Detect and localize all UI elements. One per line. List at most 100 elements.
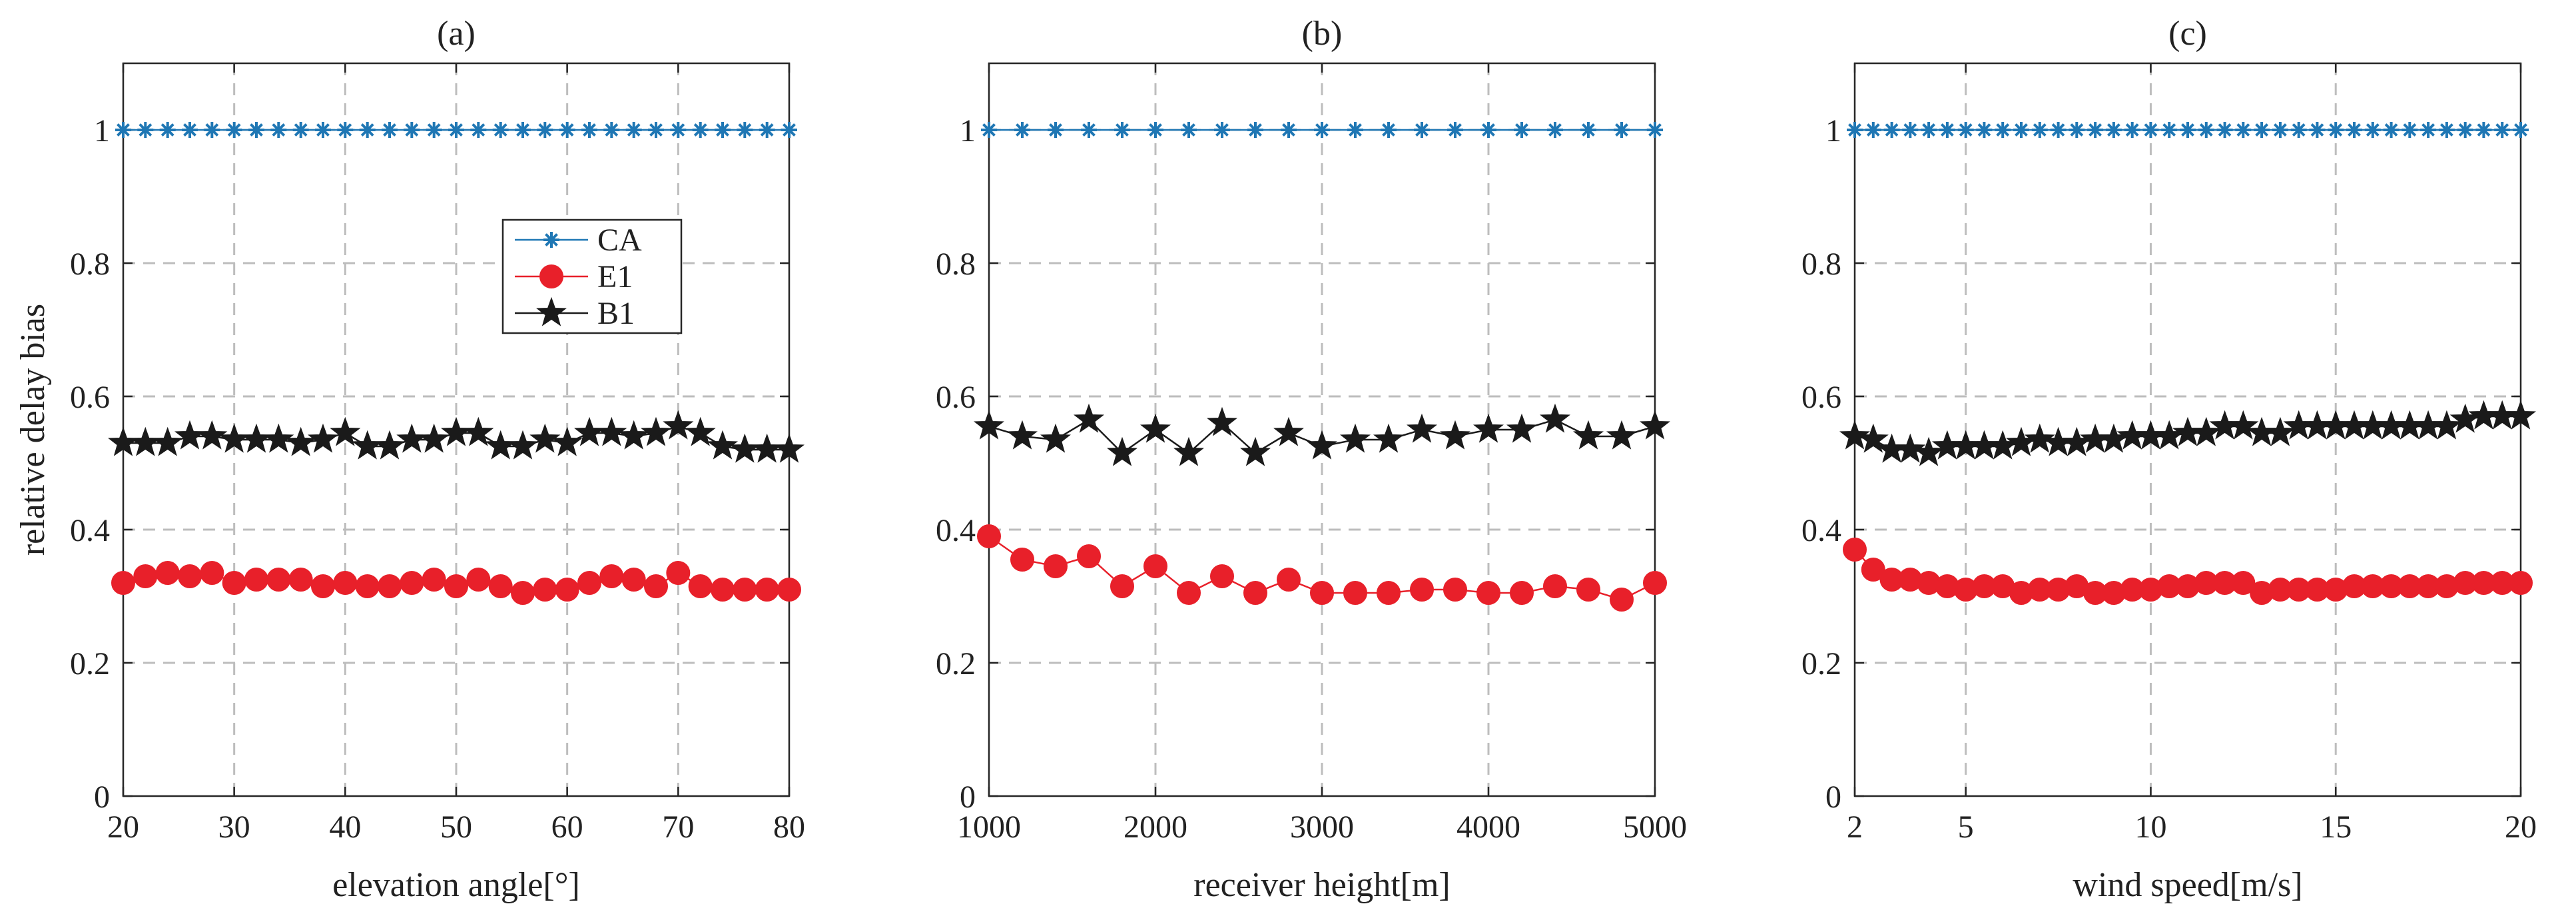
- data-point-ca: [448, 122, 464, 138]
- panel-c: 2 5 10 15 20 0 0.2 0.4 0.6 0.8 1 (c) wind speed[m/s]: [1801, 15, 2537, 904]
- y-tick-label: 1: [1825, 113, 1841, 149]
- data-point-e1: [555, 578, 579, 602]
- data-point-ca: [2383, 122, 2400, 138]
- data-point-b1: [2505, 400, 2536, 430]
- data-point-ca: [137, 122, 154, 138]
- series-ca: [1847, 122, 2529, 138]
- data-point-ca: [2105, 122, 2122, 138]
- data-point-b1: [1473, 413, 1504, 443]
- y-tick-label: 1: [94, 113, 110, 149]
- data-point-ca: [115, 122, 131, 138]
- data-point-e1: [311, 574, 335, 598]
- data-point-ca: [1314, 122, 1330, 138]
- data-point-b1: [174, 420, 205, 450]
- data-point-ca: [1048, 122, 1064, 138]
- series-e1: [977, 524, 1667, 612]
- data-point-b1: [1440, 420, 1470, 450]
- data-point-ca: [1547, 122, 1563, 138]
- data-point-ca: [315, 122, 331, 138]
- data-point-ca: [759, 122, 775, 138]
- data-point-ca: [2013, 122, 2029, 138]
- legend-marker: [543, 232, 559, 248]
- x-tick-label: 1000: [957, 809, 1021, 845]
- data-point-e1: [1643, 571, 1667, 595]
- data-point-b1: [1140, 413, 1171, 443]
- data-point-b1: [974, 410, 1004, 440]
- y-tick-label: 0.8: [70, 246, 110, 282]
- x-tick-label: 5: [1958, 809, 1974, 845]
- data-point-ca: [603, 122, 620, 138]
- data-point-ca: [2328, 122, 2344, 138]
- data-point-ca: [270, 122, 287, 138]
- data-point-e1: [511, 581, 535, 605]
- data-point-e1: [222, 571, 246, 595]
- data-point-ca: [1480, 122, 1496, 138]
- data-point-b1: [774, 433, 805, 463]
- y-tick-label: 0.4: [70, 513, 110, 548]
- data-point-b1: [1107, 436, 1137, 466]
- data-point-ca: [2031, 122, 2048, 138]
- data-point-b1: [1207, 406, 1237, 436]
- data-point-e1: [1277, 568, 1301, 592]
- y-tick-label: 0.2: [1801, 646, 1841, 682]
- data-point-ca: [1614, 122, 1630, 138]
- legend-box: [501, 219, 683, 334]
- data-point-b1: [641, 416, 671, 446]
- data-point-e1: [711, 578, 735, 602]
- data-point-e1: [378, 574, 402, 598]
- series-ca: [115, 122, 797, 138]
- x-tick-label: 70: [662, 809, 694, 845]
- data-point-b1: [441, 416, 472, 446]
- data-point-e1: [533, 578, 557, 602]
- data-point-ca: [426, 122, 442, 138]
- data-point-b1: [751, 433, 783, 463]
- x-axis-title: elevation angle[°]: [332, 866, 580, 904]
- data-point-ca: [2087, 122, 2104, 138]
- data-point-b1: [1895, 433, 1926, 463]
- data-point-ca: [204, 122, 220, 138]
- x-tick-label: 2: [1847, 809, 1863, 845]
- data-point-e1: [200, 561, 224, 585]
- data-point-b1: [2190, 416, 2222, 446]
- data-point-e1: [466, 568, 491, 592]
- data-point-e1: [1377, 581, 1401, 605]
- data-point-b1: [485, 430, 516, 460]
- data-point-ca: [2513, 122, 2529, 138]
- data-point-ca: [404, 122, 420, 138]
- data-point-ca: [1883, 122, 1900, 138]
- data-point-b1: [352, 430, 383, 460]
- data-point-e1: [1443, 578, 1467, 602]
- data-point-e1: [1310, 581, 1334, 605]
- data-point-ca: [1081, 122, 1097, 138]
- data-point-e1: [333, 571, 358, 595]
- data-point-ca: [2069, 122, 2085, 138]
- data-point-e1: [1044, 554, 1068, 578]
- data-point-b1: [1540, 403, 1570, 433]
- data-point-b1: [1074, 403, 1104, 433]
- legend-marker: [539, 264, 563, 288]
- panel-b: 1000 2000 3000 4000 5000 0 0.2 0.4 0.6 0.8 1 (b) rec…: [936, 15, 1687, 904]
- data-point-b1: [1407, 413, 1437, 443]
- y-tick-label: 1: [960, 113, 976, 149]
- data-point-ca: [2050, 122, 2067, 138]
- data-point-ca: [2198, 122, 2214, 138]
- data-point-ca: [226, 122, 242, 138]
- data-point-ca: [2420, 122, 2437, 138]
- data-point-ca: [715, 122, 731, 138]
- data-point-b1: [1307, 430, 1337, 460]
- y-tick-label: 0.2: [70, 646, 110, 682]
- data-point-ca: [292, 122, 309, 138]
- series-b1: [974, 403, 1670, 466]
- legend-item-ca: CA: [515, 223, 642, 258]
- data-point-ca: [1181, 122, 1197, 138]
- data-point-b1: [196, 420, 228, 450]
- data-point-ca: [470, 122, 487, 138]
- data-point-ca: [2364, 122, 2381, 138]
- data-point-ca: [1580, 122, 1596, 138]
- x-axis-title: receiver height[m]: [1193, 866, 1450, 904]
- data-point-b1: [1273, 416, 1304, 446]
- legend-marker: [536, 296, 567, 326]
- data-point-b1: [551, 426, 583, 456]
- legend-label: CA: [597, 223, 642, 258]
- y-tick-label: 0.6: [1801, 380, 1841, 415]
